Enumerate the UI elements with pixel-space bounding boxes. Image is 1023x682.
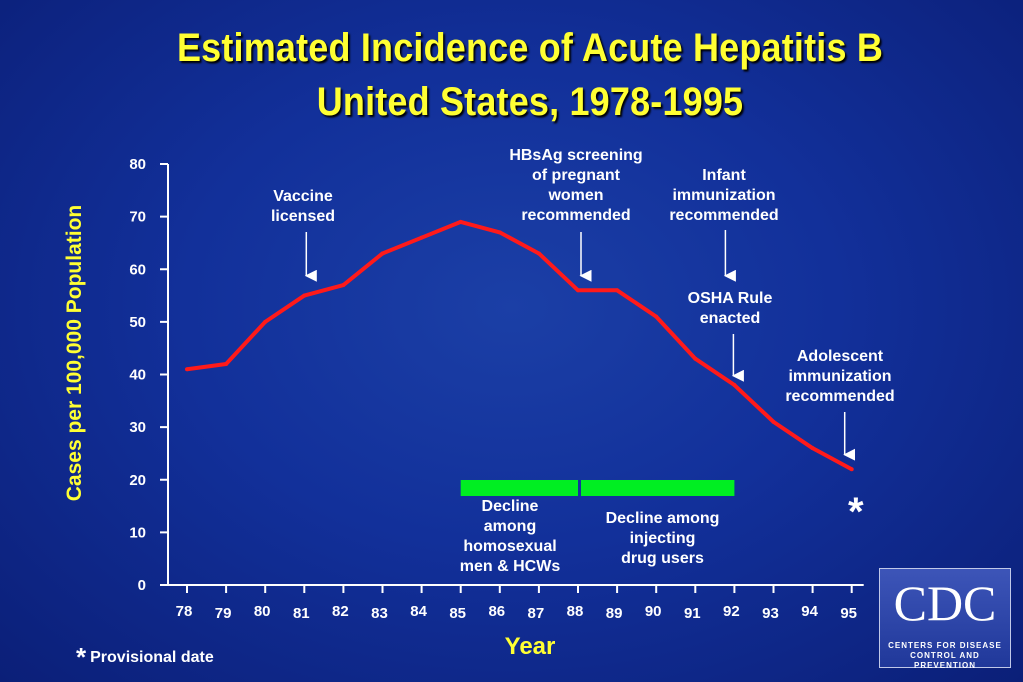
data-point <box>458 219 463 224</box>
data-point <box>810 446 815 451</box>
x-tick-label: 92 <box>723 603 740 620</box>
footnote-text: Provisional date <box>90 649 214 666</box>
x-tick-label: 91 <box>684 605 701 622</box>
x-tick-label: 78 <box>176 603 193 620</box>
x-tick-label: 83 <box>371 605 388 622</box>
x-axis-label: Year <box>504 633 556 660</box>
data-point <box>771 419 776 424</box>
x-tick-label: 93 <box>762 605 779 622</box>
annotation-infant: Infant immunization recommended <box>669 167 779 224</box>
bar-label-homosexual: Decline among homosexual men & HCWs <box>459 498 561 575</box>
data-point <box>536 251 541 256</box>
data-point <box>615 288 620 293</box>
decline-bar-2 <box>581 480 735 496</box>
y-tick-label: 80 <box>129 156 146 173</box>
data-point <box>497 230 502 235</box>
annotation-vaccine: Vaccine licensed <box>270 188 336 225</box>
cdc-logo: CDC CENTERS FOR DISEASE CONTROL AND PREVE… <box>879 568 1011 671</box>
annotation-adolescent: Adolescent immunization recommended <box>785 348 895 405</box>
x-tick-label: 84 <box>410 603 427 620</box>
data-point <box>732 383 737 388</box>
annotation-osha: OSHA Rule enacted <box>687 290 773 327</box>
cdc-logo-subtitle-line-1: CENTERS FOR DISEASE <box>888 641 1002 650</box>
chart-title-line-1: Estimated Incidence of Acute Hepatitis B <box>176 26 884 70</box>
x-tick-label: 81 <box>293 605 310 622</box>
x-tick-label: 79 <box>215 605 232 622</box>
annotation-hbsag: HBsAg screening of pregnant women recommend… <box>509 147 643 224</box>
y-tick-label: 20 <box>129 472 146 489</box>
data-point <box>185 367 189 372</box>
cdc-logo-text: CDC <box>893 575 997 631</box>
data-point <box>576 288 580 293</box>
cdc-logo-subtitle-line-2: CONTROL AND PREVENTION <box>910 651 980 670</box>
x-tick-label: 90 <box>645 603 662 620</box>
footnote-star: * <box>76 642 87 672</box>
x-tick-label: 80 <box>254 603 271 620</box>
y-tick-label: 0 <box>138 577 146 594</box>
x-tick-label: 89 <box>606 605 623 622</box>
data-point <box>654 314 659 319</box>
x-tick-label: 87 <box>528 605 545 622</box>
y-tick-label: 30 <box>129 419 146 436</box>
data-point <box>263 319 268 324</box>
bar-label-injecting: Decline among injecting drug users <box>605 510 720 567</box>
data-point <box>380 251 385 256</box>
data-point <box>849 467 854 472</box>
x-tick-label: 82 <box>332 603 349 620</box>
y-tick-label: 50 <box>129 314 146 331</box>
y-tick-label: 70 <box>129 209 146 226</box>
x-tick-label: 85 <box>449 605 466 622</box>
x-tick-label: 95 <box>840 605 857 622</box>
data-point <box>419 235 424 240</box>
data-point <box>302 293 307 298</box>
y-axis-label: Cases per 100,000 Population <box>63 204 86 502</box>
cdc-logo-subtitle: CENTERS FOR DISEASE CONTROL AND PREVENTIO… <box>880 641 1010 671</box>
x-tick-label: 86 <box>488 603 505 620</box>
y-tick-label: 40 <box>129 367 146 384</box>
y-tick-label: 60 <box>129 261 146 278</box>
data-point <box>224 361 229 366</box>
data-point <box>693 356 698 361</box>
y-tick-label: 10 <box>129 524 146 541</box>
x-tick-label: 94 <box>801 603 818 620</box>
incidence-series-line <box>186 219 853 471</box>
x-tick-label: 88 <box>567 603 584 620</box>
chart-title-line-2: United States, 1978-1995 <box>316 80 744 124</box>
decline-bar-1 <box>460 480 578 496</box>
data-point <box>341 283 346 288</box>
footnote: * Provisional date <box>76 642 214 673</box>
provisional-marker: * <box>848 490 864 534</box>
